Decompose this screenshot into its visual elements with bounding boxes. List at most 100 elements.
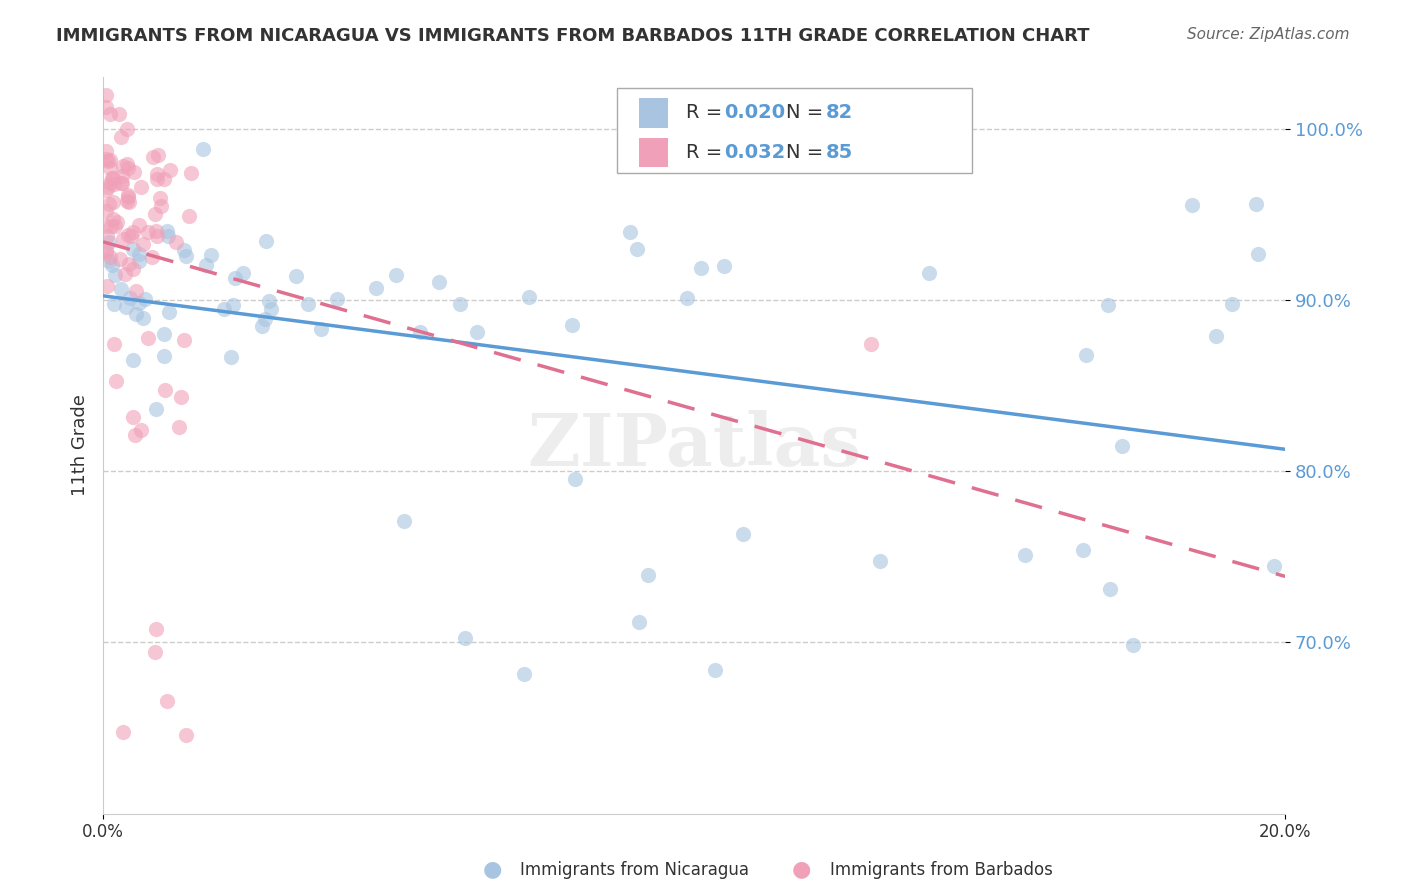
Point xyxy=(284,269,307,284)
Point xyxy=(94,243,117,257)
FancyBboxPatch shape xyxy=(638,98,668,128)
Point xyxy=(122,353,145,368)
Point xyxy=(1181,198,1204,212)
Point xyxy=(94,152,117,166)
Point xyxy=(122,262,145,277)
Point xyxy=(149,191,172,205)
Point xyxy=(96,278,118,293)
Point xyxy=(120,228,142,243)
Point xyxy=(104,268,127,282)
Text: ZIPatlas: ZIPatlas xyxy=(527,410,862,481)
Point xyxy=(153,327,176,342)
Text: R =: R = xyxy=(686,103,728,121)
Point xyxy=(512,666,534,681)
Point xyxy=(112,725,135,739)
Point xyxy=(146,172,169,186)
Point xyxy=(131,311,153,326)
Point xyxy=(129,179,152,194)
Point xyxy=(254,235,277,249)
Text: Immigrants from Barbados: Immigrants from Barbados xyxy=(830,861,1053,879)
Point xyxy=(115,300,138,314)
Point xyxy=(117,161,139,176)
Point xyxy=(143,206,166,220)
Point xyxy=(517,290,540,304)
Point xyxy=(136,225,159,239)
Text: 0.020: 0.020 xyxy=(724,103,785,121)
Point xyxy=(713,259,735,273)
Point xyxy=(98,235,121,249)
FancyBboxPatch shape xyxy=(617,88,972,173)
Point xyxy=(103,177,125,191)
Point xyxy=(200,248,222,262)
Point xyxy=(145,224,167,238)
Point xyxy=(142,150,165,164)
Text: IMMIGRANTS FROM NICARAGUA VS IMMIGRANTS FROM BARBADOS 11TH GRADE CORRELATION CHA: IMMIGRANTS FROM NICARAGUA VS IMMIGRANTS … xyxy=(56,27,1090,45)
Point xyxy=(129,423,152,437)
Point xyxy=(94,87,117,102)
Point xyxy=(1244,196,1267,211)
Point xyxy=(118,194,141,209)
Point xyxy=(94,203,117,218)
Point xyxy=(103,337,125,351)
Point xyxy=(222,298,245,312)
Point xyxy=(325,292,347,306)
Text: 82: 82 xyxy=(825,103,852,121)
Point xyxy=(97,154,120,169)
Point xyxy=(122,409,145,424)
Point xyxy=(98,250,121,264)
Point xyxy=(165,235,187,249)
Point xyxy=(177,209,200,223)
Point xyxy=(860,337,883,351)
Point xyxy=(561,318,583,333)
Point xyxy=(224,271,246,285)
Point xyxy=(128,254,150,268)
Point xyxy=(454,631,477,645)
Point xyxy=(257,293,280,308)
Point xyxy=(121,225,143,239)
Text: N =: N = xyxy=(786,143,830,161)
Point xyxy=(145,623,167,637)
Point xyxy=(1122,638,1144,652)
Point xyxy=(122,165,145,179)
Point xyxy=(155,383,177,397)
Point xyxy=(128,295,150,310)
Point xyxy=(449,297,471,311)
Point xyxy=(214,301,236,316)
Point xyxy=(260,301,283,316)
Point xyxy=(124,428,146,442)
Point xyxy=(1247,247,1270,261)
Point xyxy=(117,194,139,209)
Point xyxy=(110,130,132,145)
Point xyxy=(409,325,432,339)
Point xyxy=(134,292,156,306)
Point xyxy=(94,145,117,159)
Point xyxy=(173,243,195,257)
Point xyxy=(118,292,141,306)
Point xyxy=(101,170,124,185)
Point xyxy=(689,261,711,276)
Point xyxy=(143,644,166,658)
Point xyxy=(128,218,150,232)
Point xyxy=(311,321,333,335)
Point xyxy=(111,232,134,246)
Point xyxy=(628,615,651,629)
Point xyxy=(94,183,117,197)
Point xyxy=(918,267,941,281)
Point xyxy=(112,159,135,173)
Point xyxy=(637,568,659,582)
Point xyxy=(117,227,139,242)
Point xyxy=(94,100,117,114)
Point xyxy=(124,284,146,298)
Point xyxy=(98,153,121,168)
Text: N =: N = xyxy=(786,103,830,121)
Point xyxy=(252,318,274,333)
Point xyxy=(98,196,121,211)
Point xyxy=(176,249,198,263)
Point xyxy=(1098,582,1121,596)
Point xyxy=(385,268,408,282)
Point xyxy=(98,177,121,191)
Point xyxy=(564,472,586,486)
Point xyxy=(392,514,415,528)
Point xyxy=(100,219,122,234)
Point xyxy=(110,176,132,190)
